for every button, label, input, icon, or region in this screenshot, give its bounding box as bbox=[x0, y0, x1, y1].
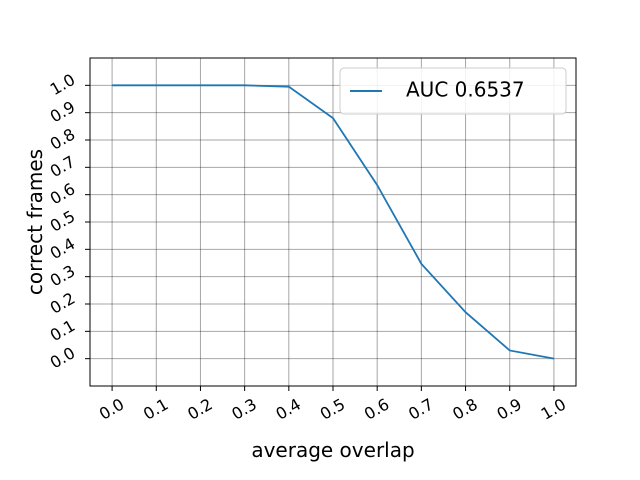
y-tick-label: 0.6 bbox=[47, 179, 79, 208]
x-tick-label: 0.0 bbox=[96, 395, 128, 424]
y-tick-label: 0.9 bbox=[47, 97, 79, 126]
y-tick-label: 0.0 bbox=[47, 343, 79, 372]
x-tick-label: 0.5 bbox=[317, 395, 349, 424]
y-tick-label: 1.0 bbox=[47, 70, 79, 99]
y-axis-label: correct frames bbox=[23, 149, 47, 295]
x-tick-label: 0.2 bbox=[184, 395, 216, 424]
x-tick-label: 0.3 bbox=[228, 395, 260, 424]
x-tick-label: 0.4 bbox=[273, 395, 305, 424]
x-tick-label: 0.7 bbox=[405, 395, 437, 424]
y-tick-label: 0.2 bbox=[47, 289, 79, 318]
legend-label: AUC 0.6537 bbox=[406, 78, 525, 102]
data-line bbox=[112, 84, 555, 360]
x-tick-label: 0.6 bbox=[361, 395, 393, 424]
y-tick-label: 0.7 bbox=[47, 152, 79, 181]
x-axis-label: average overlap bbox=[251, 438, 414, 462]
y-tick-label: 0.8 bbox=[47, 125, 79, 154]
x-tick-label: 0.9 bbox=[493, 395, 525, 424]
y-tick-label: 0.4 bbox=[47, 234, 79, 263]
legend-box bbox=[339, 67, 567, 115]
y-tick-label: 0.3 bbox=[47, 261, 79, 290]
x-tick-label: 1.0 bbox=[538, 395, 570, 424]
y-tick-label: 0.1 bbox=[47, 316, 79, 345]
x-tick-label: 0.1 bbox=[140, 395, 172, 424]
x-tick-label: 0.8 bbox=[449, 395, 481, 424]
y-tick-label: 0.5 bbox=[47, 207, 79, 236]
plot-frame bbox=[89, 57, 577, 387]
